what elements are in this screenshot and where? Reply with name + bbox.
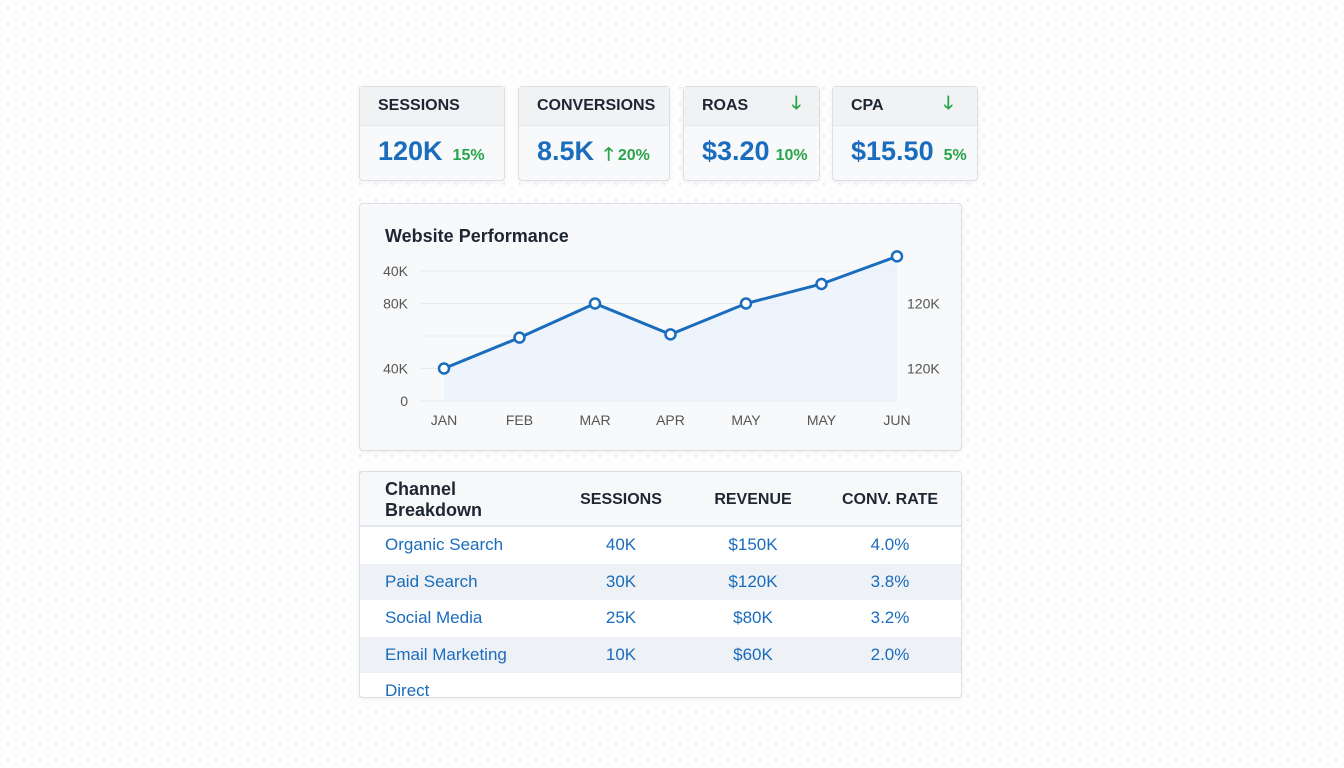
- table-cell: 25K: [605, 608, 637, 628]
- table-cell: 3.8%: [819, 563, 961, 600]
- arrow-up-icon: 🡑: [604, 144, 614, 164]
- table-cell: 2.0%: [819, 636, 961, 673]
- table-row: Social Media 25K $80K 3.2%: [360, 600, 961, 637]
- data-point: [815, 277, 828, 291]
- table-row: Direct: [360, 673, 961, 698]
- data-point: [588, 297, 602, 310]
- kpi-change: 5%: [943, 147, 967, 164]
- table-cell: [687, 673, 819, 697]
- table-row: Organic Search 40K $150K 4.0%: [360, 526, 961, 564]
- channel-table: Channel Breakdown SESSIONS REVENUE CONV.…: [360, 472, 961, 698]
- x-tick-label: FEB: [506, 412, 533, 428]
- x-tick-label: APR: [656, 412, 685, 428]
- kpi-value: $15.50: [851, 136, 934, 166]
- y-tick-label: 80K: [383, 296, 409, 312]
- channel-link[interactable]: Email Marketing: [360, 636, 555, 673]
- table-row: Paid Search 30K $120K 3.8%: [360, 563, 961, 600]
- y-right-tick-label: 120K: [907, 296, 940, 312]
- kpi-value: $3.20: [702, 136, 770, 166]
- x-tick-label: JAN: [431, 412, 457, 428]
- table-cell: 10K: [555, 636, 687, 673]
- arrow-down-icon: 🡓: [791, 93, 801, 113]
- y-tick-label: 40K: [383, 263, 409, 279]
- table-cell: $80K: [733, 608, 773, 628]
- kpi-label: CPA: [851, 97, 884, 114]
- kpi-conversions: CONVERSIONS 8.5K 🡑 20%: [518, 86, 670, 181]
- table-cell: 30K: [555, 563, 687, 600]
- table-row: Email Marketing 10K $60K 2.0%: [360, 636, 961, 673]
- kpi-roas: ROAS 🡓 $3.20 10%: [683, 86, 820, 181]
- column-header: REVENUE: [687, 472, 819, 527]
- data-point: [739, 297, 753, 310]
- y-tick-label: 0: [400, 393, 408, 409]
- table-cell: [555, 673, 687, 697]
- kpi-change: 20%: [617, 147, 650, 164]
- column-header: SESSIONS: [555, 472, 687, 527]
- kpi-change: 15%: [452, 147, 485, 164]
- chart-title: Website Performance: [385, 226, 569, 246]
- x-tick-label: MAY: [731, 412, 761, 428]
- channel-link[interactable]: Paid Search: [360, 563, 555, 600]
- data-point: [664, 328, 677, 341]
- data-point: [513, 331, 526, 344]
- channel-link[interactable]: Direct: [385, 681, 430, 698]
- table-cell: 4.0%: [870, 535, 910, 555]
- table-cell: 3.2%: [870, 608, 910, 628]
- x-tick-label: MAY: [807, 412, 837, 428]
- kpi-label: CONVERSIONS: [537, 97, 656, 114]
- table-cell: $60K: [687, 636, 819, 673]
- y-tick-label: 40K: [383, 361, 409, 377]
- data-point: [437, 362, 451, 375]
- table-title: Channel Breakdown: [360, 472, 555, 527]
- table-cell: $150K: [728, 535, 778, 555]
- kpi-label: SESSIONS: [378, 97, 460, 114]
- channel-link[interactable]: Organic Search: [385, 535, 504, 555]
- arrow-down-icon: 🡓: [943, 93, 953, 113]
- channel-link[interactable]: Social Media: [385, 608, 483, 628]
- kpi-change: 10%: [775, 147, 808, 164]
- x-tick-label: JUN: [883, 412, 910, 428]
- y-right-tick-label: 120K: [907, 361, 940, 377]
- kpi-sessions: SESSIONS 120K 15%: [359, 86, 505, 181]
- performance-chart-card: Website Performance 0 40K 120K 80K 120K 40K JA…: [359, 203, 962, 451]
- table-cell: 40K: [605, 535, 637, 555]
- x-tick-label: MAR: [579, 412, 610, 428]
- column-header: CONV. RATE: [819, 472, 961, 527]
- table-cell: [819, 673, 961, 697]
- kpi-cpa: CPA 🡓 $15.50 5%: [832, 86, 978, 181]
- area-fill: [444, 256, 897, 401]
- kpi-label: ROAS: [702, 97, 749, 114]
- kpi-value: 120K: [378, 136, 443, 166]
- line-chart: 0 40K 120K 80K 120K 40K JAN FEB MAR APR MAY MAY JUN: [383, 250, 940, 428]
- data-point: [890, 250, 904, 263]
- kpi-value: 8.5K: [537, 136, 595, 166]
- channel-breakdown-card: Channel Breakdown SESSIONS REVENUE CONV.…: [359, 471, 962, 698]
- table-cell: $120K: [687, 563, 819, 600]
